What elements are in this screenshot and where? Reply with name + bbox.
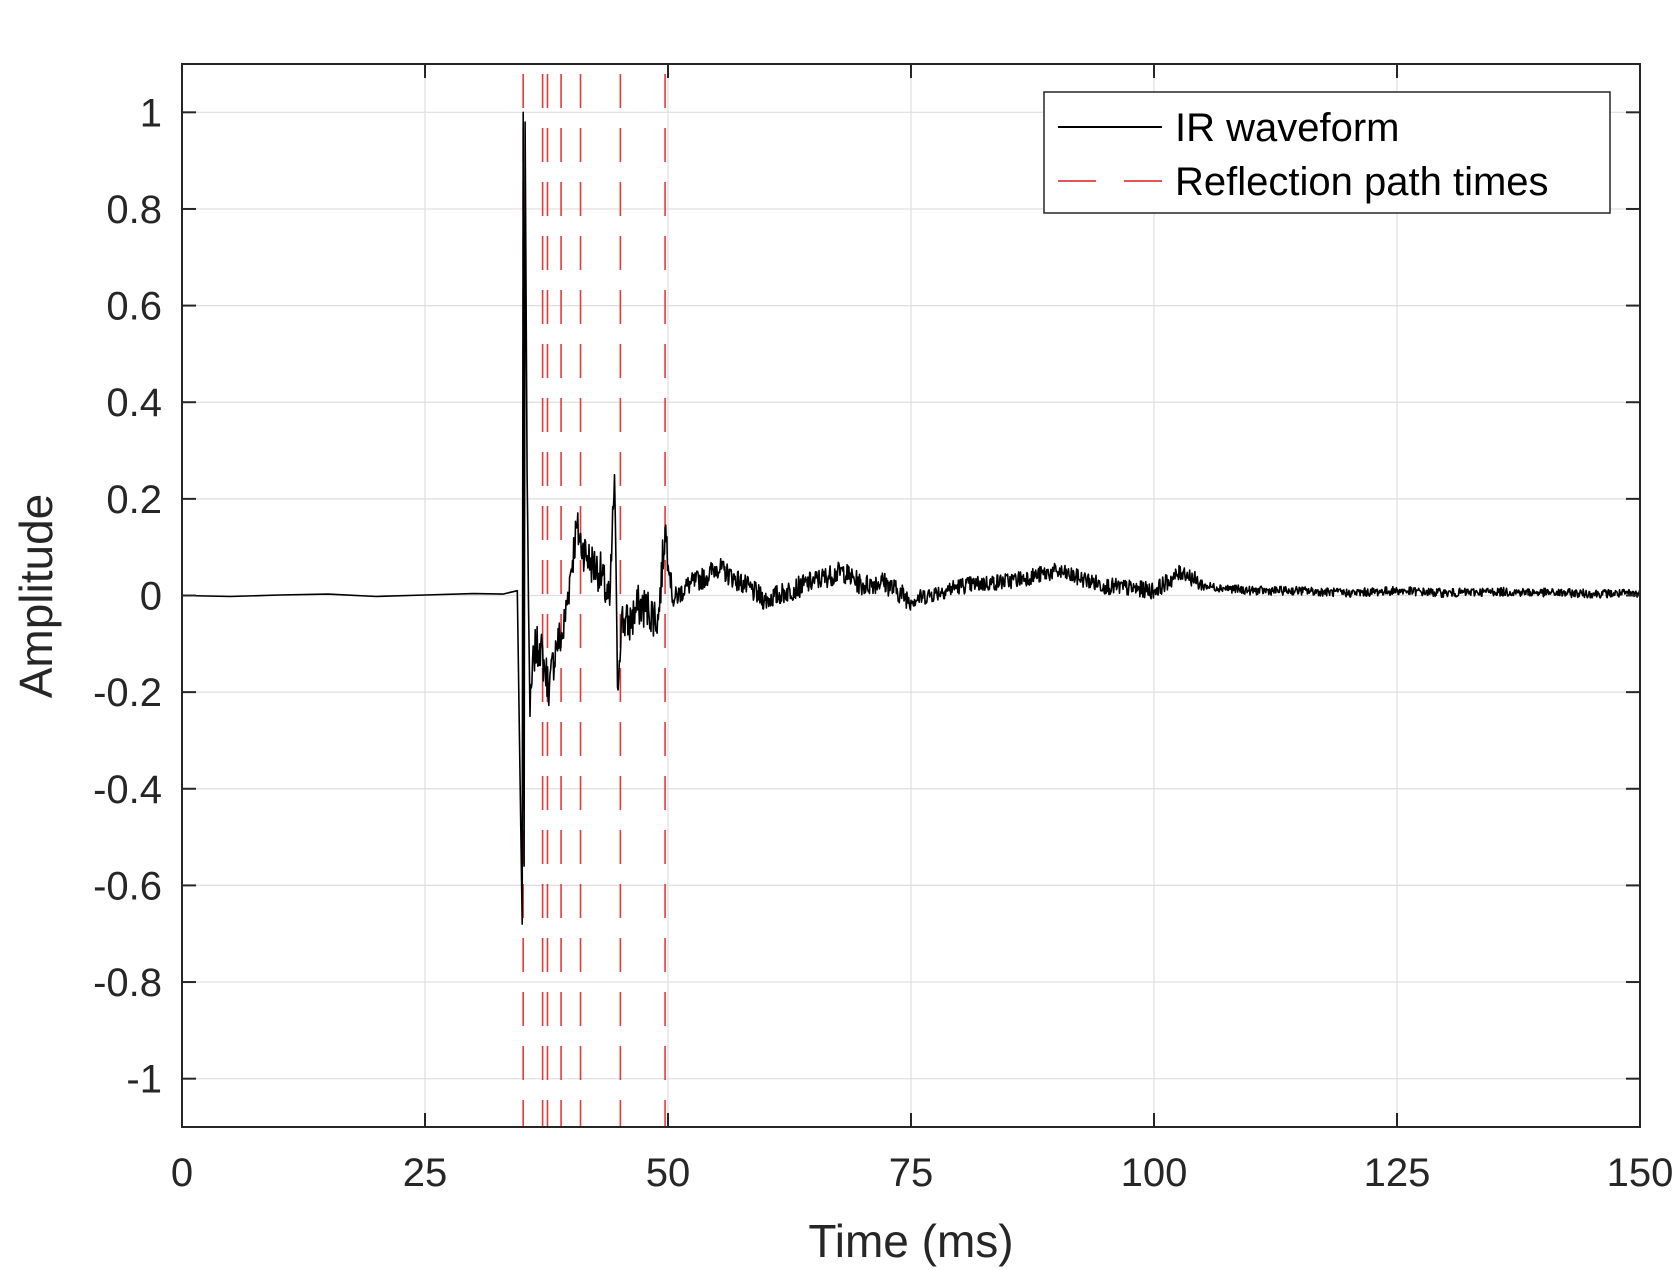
y-tick-label: -0.4 [93,768,162,812]
x-tick-label: 100 [1121,1151,1188,1195]
y-axis-title: Amplitude [10,494,62,699]
x-tick-label: 25 [403,1151,448,1195]
y-tick-label: -0.2 [93,671,162,715]
y-tick-label: 0.8 [106,188,162,232]
x-tick-label: 125 [1364,1151,1431,1195]
x-tick-label: 50 [646,1151,691,1195]
x-tick-labels: 0 25 50 75 100 125 150 [171,1151,1674,1195]
x-tick-label: 0 [171,1151,193,1195]
ir-waveform-line [181,111,1641,925]
y-tick-labels: 1 0.8 0.6 0.4 0.2 0 -0.2 -0.4 -0.6 -0.8 -1 [93,91,162,1101]
x-axis-title: Time (ms) [808,1215,1013,1267]
axis-ticks [181,64,1641,1127]
reflection-path-lines [522,74,666,1127]
x-tick-label: 150 [1607,1151,1674,1195]
plot-area [181,74,1641,1127]
y-tick-label: -1 [126,1058,162,1102]
y-tick-label: 0 [140,575,162,619]
y-tick-label: 0.2 [106,478,162,522]
grid-lines [182,64,1640,1127]
legend-waveform-label: IR waveform [1175,106,1400,150]
y-tick-label: 0.4 [106,381,162,425]
y-tick-label: 1 [140,91,162,135]
x-tick-label: 75 [889,1151,934,1195]
legend-reflection-label: Reflection path times [1175,160,1549,204]
y-tick-label: -0.8 [93,961,162,1005]
y-tick-label: 0.6 [106,285,162,329]
legend-box [1043,91,1611,214]
y-tick-label: -0.6 [93,864,162,908]
legend: IR waveform Reflection path times [1043,91,1611,214]
